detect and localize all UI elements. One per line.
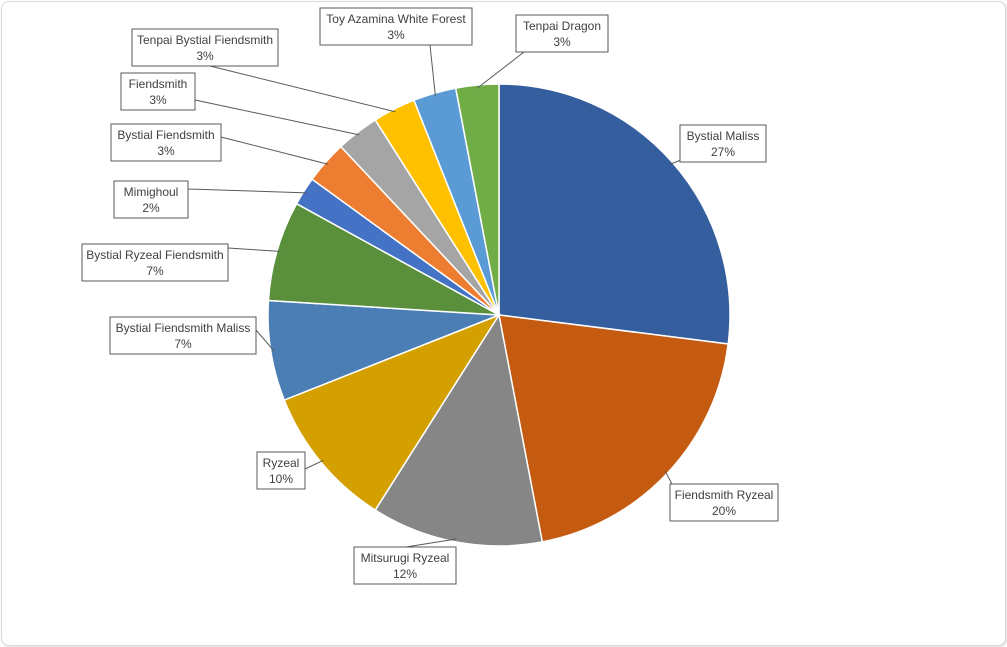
data-label-name: Bystial Maliss <box>687 129 760 143</box>
data-label-name: Tenpai Bystial Fiendsmith <box>137 33 273 47</box>
data-label-name: Fiendsmith <box>129 77 188 91</box>
data-label-box <box>81 243 229 282</box>
data-label-bystial-fiendsmith-maliss: Bystial Fiendsmith Maliss 7% <box>109 316 257 355</box>
data-label-name: Bystial Ryzeal Fiendsmith <box>86 248 223 262</box>
data-label-name: Bystial Fiendsmith Maliss <box>116 321 251 335</box>
pie-slice-bystial-fiendsmith-maliss <box>267 299 500 402</box>
data-label-percent: 2% <box>142 201 160 215</box>
data-label-ryzeal: Ryzeal 10% <box>256 451 306 490</box>
data-label-percent: 3% <box>196 49 214 63</box>
data-label-percent: 20% <box>712 504 736 518</box>
data-label-percent: 7% <box>174 337 192 351</box>
data-label-bystial-ryzeal-fiendsmith: Bystial Ryzeal Fiendsmith 7% <box>81 243 229 282</box>
data-labels: Bystial Maliss 27% Fiendsmith Ryzeal 20% Mit… <box>81 7 779 585</box>
data-label-box <box>256 451 306 490</box>
leader-line-tenpai-dragon <box>477 51 525 89</box>
leader-line-bystial-fiendsmith-maliss <box>255 329 275 351</box>
data-label-fiendsmith: Fiendsmith 3% <box>120 72 196 111</box>
pie-slice-tenpai-dragon <box>454 83 500 316</box>
data-label-percent: 7% <box>146 264 164 278</box>
data-label-box <box>353 546 457 585</box>
data-label-tenpai-dragon: Tenpai Dragon 3% <box>515 14 609 53</box>
data-label-box <box>109 316 257 355</box>
data-label-percent: 3% <box>553 35 571 49</box>
pie-slice-ryzeal <box>283 313 501 512</box>
data-label-mitsurugi-ryzeal: Mitsurugi Ryzeal 12% <box>353 546 457 585</box>
data-label-name: Mimighoul <box>124 185 179 199</box>
pie-slice-mitsurugi-ryzeal <box>374 312 544 547</box>
data-label-name: Fiendsmith Ryzeal <box>675 488 774 502</box>
pie-slice-bystial-ryzeal-fiendsmith <box>267 202 500 316</box>
data-label-name: Tenpai Dragon <box>523 19 601 33</box>
data-label-box <box>669 483 779 522</box>
leader-line-fiendsmith <box>194 99 360 136</box>
leader-lines <box>187 44 682 548</box>
data-label-percent: 3% <box>149 93 167 107</box>
data-label-box <box>131 28 279 67</box>
data-label-box <box>120 72 196 111</box>
leader-line-bystial-maliss <box>669 159 682 165</box>
pie-slices <box>267 83 731 547</box>
leader-line-ryzeal <box>302 459 324 471</box>
leader-line-bystial-fiendsmith <box>220 136 329 165</box>
data-label-bystial-fiendsmith: Bystial Fiendsmith 3% <box>110 123 222 162</box>
leader-line-bystial-ryzeal-fiendsmith <box>227 247 281 252</box>
leader-line-mitsurugi-ryzeal <box>405 538 457 548</box>
data-label-percent: 12% <box>393 567 417 581</box>
data-label-fiendsmith-ryzeal: Fiendsmith Ryzeal 20% <box>669 483 779 522</box>
data-label-box <box>319 7 473 46</box>
pie-slice-fiendsmith-ryzeal <box>498 314 730 543</box>
leader-line-mimighoul <box>187 188 307 194</box>
data-label-percent: 27% <box>711 145 735 159</box>
data-label-percent: 3% <box>387 28 405 42</box>
data-label-name: Ryzeal <box>263 456 300 470</box>
data-label-percent: 3% <box>157 144 175 158</box>
data-label-bystial-maliss: Bystial Maliss 27% <box>679 124 767 163</box>
data-label-name: Mitsurugi Ryzeal <box>361 551 450 565</box>
data-label-box <box>113 180 189 219</box>
pie-slice-bystial-maliss <box>498 83 731 345</box>
data-label-name: Bystial Fiendsmith <box>117 128 214 142</box>
data-label-mimighoul: Mimighoul 2% <box>113 180 189 219</box>
data-label-box <box>110 123 222 162</box>
data-label-toy-azamina-white-forest: Toy Azamina White Forest 3% <box>319 7 473 46</box>
data-label-tenpai-bystial-fiendsmith: Tenpai Bystial Fiendsmith 3% <box>131 28 279 67</box>
data-label-box <box>515 14 609 53</box>
leader-line-toy-azamina-white-forest <box>429 44 436 97</box>
leader-line-tenpai-bystial-fiendsmith <box>209 65 396 113</box>
data-label-percent: 10% <box>269 472 293 486</box>
data-label-name: Toy Azamina White Forest <box>326 12 466 26</box>
leader-line-fiendsmith-ryzeal <box>664 470 673 485</box>
data-label-box <box>679 124 767 163</box>
